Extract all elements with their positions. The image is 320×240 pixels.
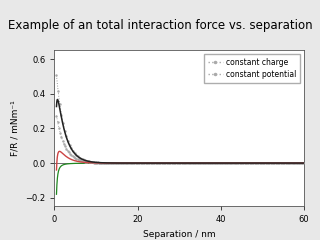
Y-axis label: F/R / mNm⁻¹: F/R / mNm⁻¹	[11, 101, 20, 156]
Text: Example of an total interaction force vs. separation: Example of an total interaction force vs…	[8, 19, 312, 32]
X-axis label: Separation / nm: Separation / nm	[143, 230, 215, 239]
Legend: constant charge, constant potential: constant charge, constant potential	[204, 54, 300, 83]
